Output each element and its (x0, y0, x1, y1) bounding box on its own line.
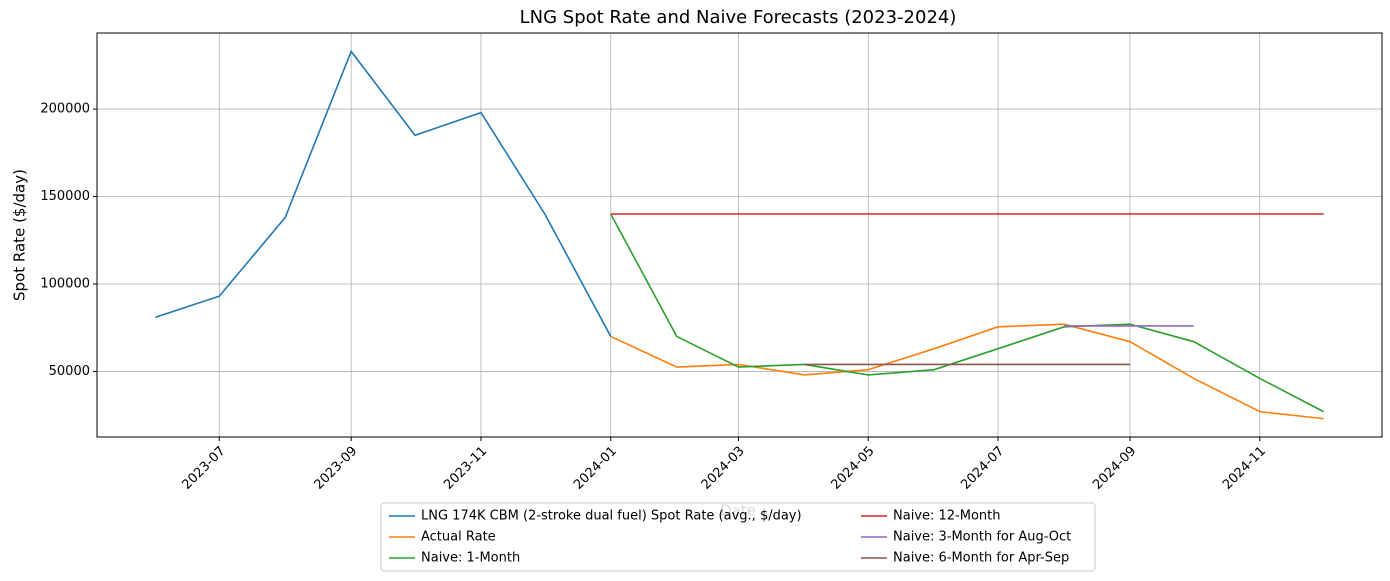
legend-label: LNG 174K CBM (2-stroke dual fuel) Spot R… (421, 509, 802, 524)
legend-label: Naive: 12-Month (893, 509, 1001, 524)
plot-frame (96, 32, 1383, 438)
x-tick-label: 2024-05 (829, 444, 878, 493)
series-line (610, 213, 1324, 413)
x-tick-label: 2024-01 (571, 444, 620, 493)
x-tick-label: 2024-03 (699, 444, 748, 493)
series-line (155, 49, 612, 337)
legend-label: Actual Rate (421, 530, 496, 545)
legend-label: Naive: 6-Month for Apr-Sep (893, 551, 1069, 566)
series-line (610, 323, 1324, 420)
x-tick-label: 2023-11 (441, 444, 490, 493)
x-tick-label: 2023-07 (180, 444, 229, 493)
legend: LNG 174K CBM (2-stroke dual fuel) Spot R… (380, 502, 1096, 572)
chart-title: LNG Spot Rate and Naive Forecasts (2023-… (520, 7, 957, 28)
legend-label: Naive: 1-Month (421, 551, 520, 566)
x-tick-label: 2023-09 (311, 444, 360, 493)
legend-label: Naive: 3-Month for Aug-Oct (893, 530, 1071, 545)
y-tick-label: 150000 (40, 189, 90, 204)
y-tick-label: 200000 (40, 102, 90, 117)
y-tick-label: 50000 (49, 364, 90, 379)
grid (97, 33, 1382, 437)
y-axis-label: Spot Rate ($/day) (11, 169, 29, 301)
x-tick-label: 2024-09 (1090, 444, 1139, 493)
lines (155, 49, 1324, 420)
legend-box (380, 502, 1096, 572)
y-tick-label: 100000 (40, 276, 90, 291)
x-tick-label: 2024-07 (958, 444, 1007, 493)
x-tick-label: 2024-11 (1220, 444, 1269, 493)
